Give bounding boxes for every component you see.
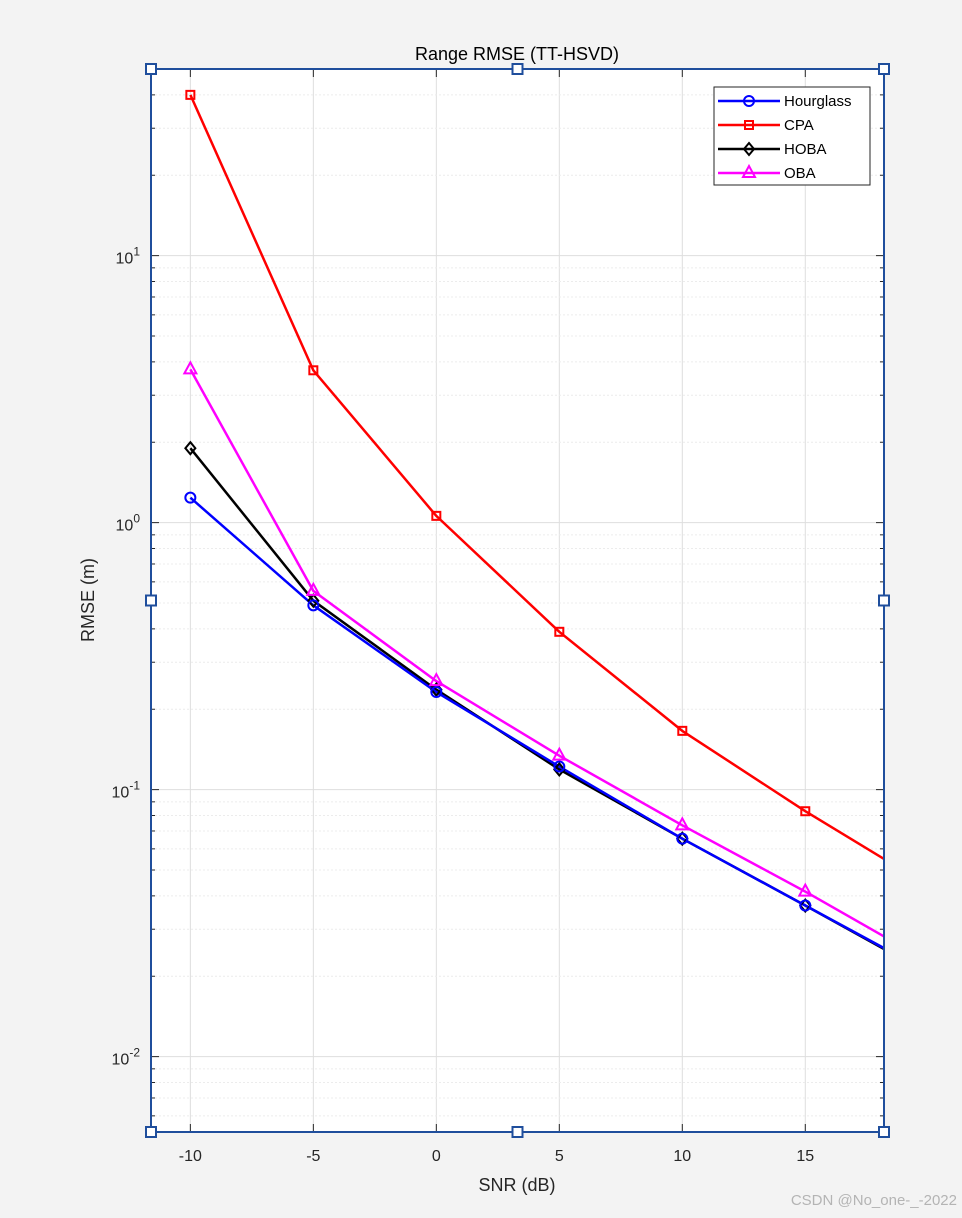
data-point-hourglass xyxy=(676,832,689,845)
legend-marker-hourglass xyxy=(743,95,755,107)
data-point-hourglass xyxy=(799,899,812,912)
watermark: CSDN @No_one-_-2022 xyxy=(791,1192,957,1209)
resize-handle[interactable] xyxy=(145,594,157,607)
resize-handle[interactable] xyxy=(511,1126,524,1138)
plot-area xyxy=(151,69,884,1132)
data-point-cpa xyxy=(431,510,442,521)
series-line-cpa xyxy=(189,94,884,860)
legend-label-cpa: CPA xyxy=(784,117,814,134)
data-point-oba xyxy=(797,882,813,897)
data-point-hoba xyxy=(184,440,197,456)
legend-marker-cpa xyxy=(744,120,754,130)
x-tick-label: -5 xyxy=(306,1148,320,1165)
data-point-hoba xyxy=(553,761,566,778)
data-point-hourglass xyxy=(184,491,197,504)
data-point-cpa xyxy=(185,89,196,100)
x-tick-label: 5 xyxy=(555,1148,564,1165)
resize-handle[interactable] xyxy=(878,63,890,75)
data-point-cpa xyxy=(800,806,811,817)
data-point-oba xyxy=(428,671,445,687)
legend-label-oba: OBA xyxy=(784,165,816,182)
legend-item-hourglass: Hourglass xyxy=(718,93,852,110)
legend-item-oba: OBA xyxy=(718,163,816,182)
y-tick-label: 10-1 xyxy=(112,779,141,802)
resize-handle[interactable] xyxy=(145,1126,157,1138)
series-markers xyxy=(182,89,813,914)
legend-item-cpa: CPA xyxy=(718,117,814,134)
legend[interactable]: Hourglass CPA HOBA OBA xyxy=(713,86,871,186)
data-point-cpa xyxy=(554,626,565,637)
data-point-cpa xyxy=(308,365,319,376)
legend-item-hoba: HOBA xyxy=(718,141,827,158)
chart-title: Range RMSE (TT-HSVD) xyxy=(415,44,619,64)
y-tick-label: 10-2 xyxy=(112,1046,141,1069)
data-point-hourglass xyxy=(430,686,443,699)
data-point-oba xyxy=(182,360,199,375)
legend-box xyxy=(713,86,871,186)
resize-handle[interactable] xyxy=(878,594,890,607)
grid xyxy=(151,68,884,1132)
x-axis-label: SNR (dB) xyxy=(478,1175,555,1195)
resize-handle[interactable] xyxy=(878,1126,890,1138)
legend-marker-oba xyxy=(741,163,757,178)
x-tick-labels: -10 -5 0 5 10 15 xyxy=(179,1148,814,1165)
selection-handles[interactable] xyxy=(145,63,890,1138)
resize-handle[interactable] xyxy=(145,63,157,75)
data-point-oba xyxy=(551,746,567,761)
data-point-oba xyxy=(305,581,322,596)
data-point-oba xyxy=(674,816,690,831)
data-point-hourglass xyxy=(307,599,320,612)
x-tick-label: 15 xyxy=(796,1148,814,1165)
y-tick-labels: 101 100 10-1 10-2 xyxy=(112,245,141,1069)
legend-label-hoba: HOBA xyxy=(784,141,827,158)
resize-handle[interactable] xyxy=(511,63,524,75)
x-tick-label: -10 xyxy=(179,1148,202,1165)
legend-label-hourglass: Hourglass xyxy=(784,93,852,110)
data-point-hourglass xyxy=(553,760,566,773)
data-point-cpa xyxy=(677,725,688,736)
series-line-oba xyxy=(189,368,884,938)
x-tick-label: 0 xyxy=(432,1148,441,1165)
legend-marker-hoba xyxy=(742,141,756,157)
y-axis-label: RMSE (m) xyxy=(78,558,98,642)
data-point-hoba xyxy=(307,593,320,609)
y-tick-label: 100 xyxy=(116,512,141,535)
x-tick-label: 10 xyxy=(673,1148,691,1165)
y-tick-label: 101 xyxy=(116,245,141,268)
